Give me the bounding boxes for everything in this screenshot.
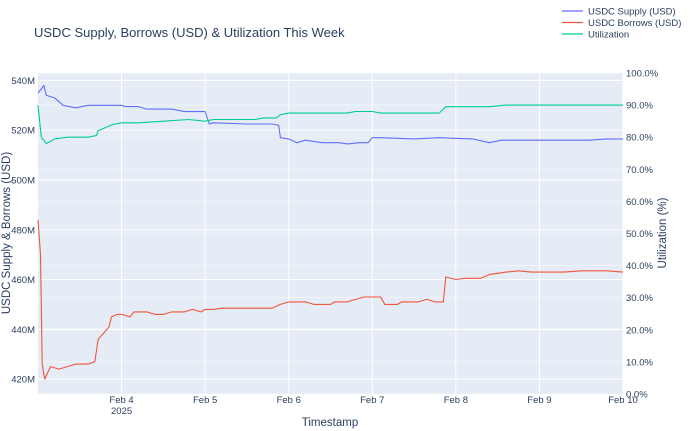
y2-axis-title: Utilization (%) (657, 197, 669, 268)
legend-item-borrows[interactable]: USDC Borrows (USD) (562, 18, 681, 29)
y2-tick-label: 60.0% (626, 197, 653, 208)
y2-tick-label: 100.0% (626, 69, 659, 80)
series-lines (37, 84, 624, 380)
y2-tick-label: 20.0% (626, 325, 653, 336)
legend-label-borrows: USDC Borrows (USD) (588, 18, 681, 29)
legend-label-supply: USDC Supply (USD) (588, 7, 676, 18)
x-tick-label: Feb 10 (608, 395, 638, 406)
y2-tick-label: 30.0% (626, 293, 653, 304)
supply-line (37, 84, 623, 145)
x-tick-label: Feb 9 (527, 395, 551, 406)
y-tick-label: 480M (11, 225, 35, 236)
x-tick-label: Feb 8 (444, 395, 468, 406)
x-tick-sublabel: 2025 (111, 406, 132, 417)
x-tick-label: Feb 7 (360, 395, 384, 406)
y2-tick-label: 70.0% (626, 165, 653, 176)
y-tick-label: 460M (11, 275, 35, 286)
y-axis-title: USDC Supply & Borrows (USD) (1, 152, 13, 314)
y2-tick-label: 0.0% (626, 390, 648, 401)
y-tick-label: 420M (11, 375, 35, 386)
y2-tick-labels: 0.0% 10.0% 20.0% 30.0% 40.0% 50.0% 60.0% 70.0% 8… (626, 69, 659, 401)
gridlines (38, 72, 624, 395)
x-axis-title: Timestamp (302, 417, 358, 429)
y-tick-labels: 420M 440M 460M 480M 500M 520M 540M (11, 76, 35, 386)
y-tick-label: 440M (11, 325, 35, 336)
y2-tick-label: 90.0% (626, 101, 653, 112)
y2-tick-label: 80.0% (626, 133, 653, 144)
y2-tick-label: 50.0% (626, 229, 653, 240)
chart-title: USDC Supply, Borrows (USD) & Utilization… (34, 25, 345, 40)
y2-tick-label: 10.0% (626, 357, 653, 368)
x-tick-label: Feb 6 (277, 395, 301, 406)
y-tick-label: 540M (11, 76, 35, 87)
legend-item-supply[interactable]: USDC Supply (USD) (562, 7, 676, 18)
y-tick-label: 520M (11, 126, 35, 137)
legend: USDC Supply (USD) USDC Borrows (USD) Uti… (562, 7, 681, 41)
legend-label-utilization: Utilization (588, 30, 629, 41)
y-tick-label: 500M (11, 176, 35, 187)
borrows-line (37, 219, 624, 380)
x-tick-label: Feb 4 (109, 395, 133, 406)
utilization-line (37, 104, 623, 145)
x-tick-label: Feb 5 (193, 395, 217, 406)
y2-tick-label: 40.0% (626, 261, 653, 272)
legend-item-utilization[interactable]: Utilization (562, 30, 629, 41)
